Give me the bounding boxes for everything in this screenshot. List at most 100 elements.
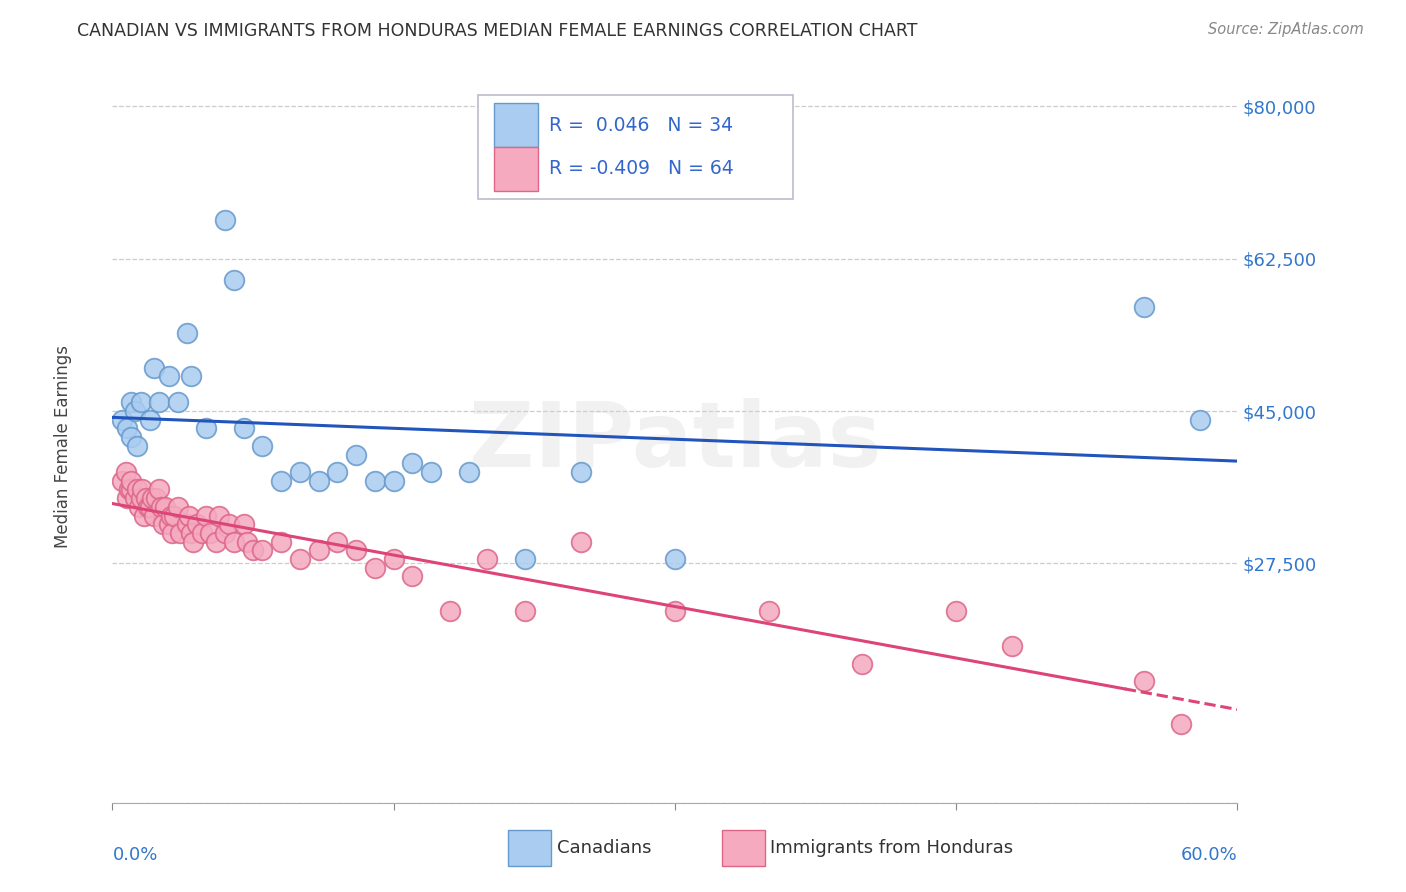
Point (224, 273, 246, 287)
Point (664, 552, 686, 566)
Point (131, 483, 153, 497)
Point (382, 474, 405, 488)
Point (208, 508, 231, 523)
Point (288, 465, 311, 479)
FancyBboxPatch shape (723, 830, 765, 866)
FancyBboxPatch shape (494, 103, 537, 147)
Point (204, 534, 226, 549)
Point (129, 395, 152, 409)
Point (513, 552, 536, 566)
Point (288, 552, 311, 566)
Point (270, 474, 292, 488)
Point (382, 552, 405, 566)
Point (148, 483, 170, 497)
Text: Canadians: Canadians (557, 838, 651, 856)
Point (1132, 300, 1154, 314)
Point (167, 500, 190, 514)
Point (344, 448, 367, 462)
Point (569, 534, 592, 549)
Point (124, 404, 146, 418)
Point (120, 483, 142, 497)
Point (420, 465, 443, 479)
Point (134, 508, 156, 523)
Text: ZIPatlas: ZIPatlas (468, 398, 882, 485)
Point (232, 517, 254, 532)
Point (308, 474, 330, 488)
Point (114, 465, 136, 479)
Point (1001, 639, 1024, 653)
Point (157, 369, 180, 384)
Point (129, 491, 152, 505)
FancyBboxPatch shape (509, 830, 551, 866)
Text: 60.0%: 60.0% (1181, 847, 1237, 864)
Point (326, 465, 349, 479)
Point (513, 604, 536, 618)
Point (457, 465, 479, 479)
Text: Source: ZipAtlas.com: Source: ZipAtlas.com (1208, 22, 1364, 37)
Point (142, 360, 165, 375)
Point (167, 395, 190, 409)
Point (125, 439, 148, 453)
Point (118, 483, 141, 497)
Point (120, 395, 142, 409)
Point (401, 456, 423, 470)
Point (198, 525, 221, 540)
Point (401, 569, 423, 583)
Point (851, 657, 873, 671)
Point (142, 508, 165, 523)
Point (1170, 717, 1192, 731)
Point (364, 474, 387, 488)
Point (139, 500, 162, 514)
Point (364, 561, 387, 575)
Point (344, 543, 367, 558)
Point (195, 508, 218, 523)
Point (181, 534, 204, 549)
Point (124, 491, 146, 505)
Point (569, 465, 592, 479)
Point (163, 508, 186, 523)
FancyBboxPatch shape (478, 95, 793, 200)
Text: CANADIAN VS IMMIGRANTS FROM HONDURAS MEDIAN FEMALE EARNINGS CORRELATION CHART: CANADIAN VS IMMIGRANTS FROM HONDURAS MED… (77, 22, 918, 40)
Point (214, 525, 236, 540)
Point (159, 508, 181, 523)
Point (664, 604, 686, 618)
Point (439, 604, 461, 618)
Text: R =  0.046   N = 34: R = 0.046 N = 34 (548, 116, 733, 135)
Point (1132, 673, 1154, 688)
Point (191, 525, 214, 540)
FancyBboxPatch shape (494, 147, 537, 191)
Point (128, 500, 150, 514)
Point (252, 439, 274, 453)
Point (150, 500, 173, 514)
Point (136, 500, 159, 514)
Point (179, 508, 201, 523)
Point (145, 491, 167, 505)
Point (218, 517, 240, 532)
Point (141, 491, 163, 505)
Point (152, 517, 174, 532)
Point (758, 604, 780, 618)
Point (224, 534, 246, 549)
Point (232, 421, 254, 435)
Point (186, 517, 208, 532)
Point (214, 212, 236, 227)
Point (117, 491, 139, 505)
Text: Immigrants from Honduras: Immigrants from Honduras (770, 838, 1014, 856)
Point (157, 517, 180, 532)
Point (169, 525, 191, 540)
Point (195, 421, 218, 435)
Point (111, 474, 134, 488)
Point (120, 474, 142, 488)
Point (125, 483, 148, 497)
Point (270, 534, 292, 549)
Point (252, 543, 274, 558)
Point (111, 413, 134, 427)
Point (180, 525, 202, 540)
Point (117, 421, 139, 435)
Point (1188, 413, 1211, 427)
Point (176, 326, 198, 340)
Point (945, 604, 967, 618)
Text: Median Female Earnings: Median Female Earnings (55, 344, 72, 548)
Text: R = -0.409   N = 64: R = -0.409 N = 64 (548, 159, 734, 178)
Point (139, 413, 162, 427)
